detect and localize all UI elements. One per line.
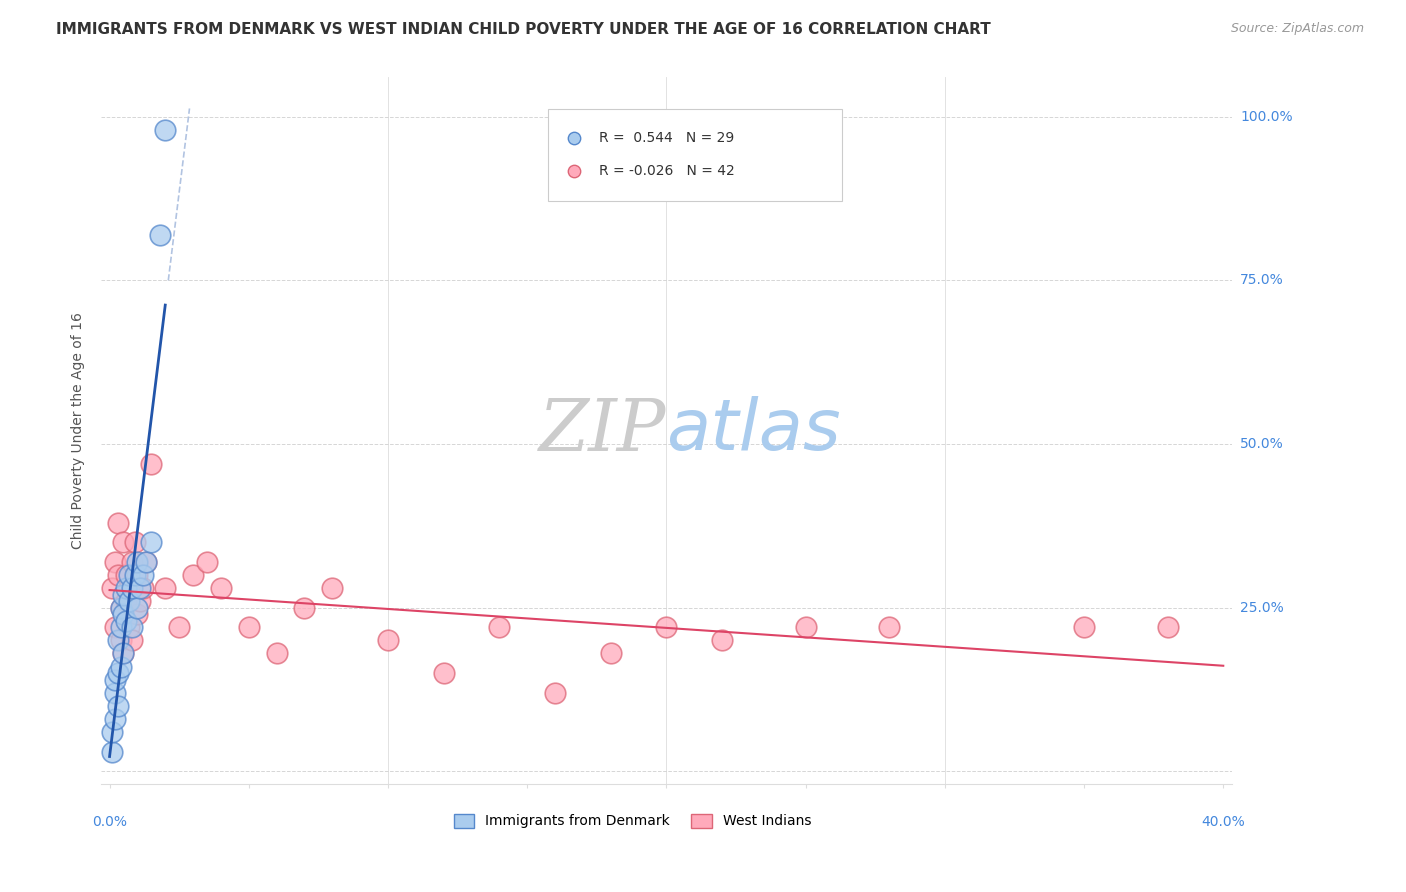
- Point: [112, 588, 135, 602]
- Point: [101, 581, 124, 595]
- Point: [107, 568, 129, 582]
- Point: [599, 647, 621, 661]
- Point: [112, 647, 135, 661]
- Point: [1263, 165, 1285, 179]
- Point: [118, 620, 141, 634]
- Text: IMMIGRANTS FROM DENMARK VS WEST INDIAN CHILD POVERTY UNDER THE AGE OF 16 CORRELA: IMMIGRANTS FROM DENMARK VS WEST INDIAN C…: [56, 22, 991, 37]
- Text: 40.0%: 40.0%: [1201, 815, 1246, 829]
- Point: [121, 555, 143, 569]
- Point: [132, 568, 155, 582]
- FancyBboxPatch shape: [548, 109, 842, 202]
- Point: [1263, 196, 1285, 211]
- Point: [110, 600, 132, 615]
- Point: [433, 666, 456, 681]
- Point: [488, 620, 510, 634]
- Point: [101, 725, 124, 739]
- Point: [266, 647, 288, 661]
- Point: [107, 698, 129, 713]
- Point: [115, 581, 138, 595]
- Point: [294, 600, 316, 615]
- Point: [121, 581, 143, 595]
- Point: [141, 535, 163, 549]
- Text: ZIP: ZIP: [538, 396, 666, 467]
- Point: [127, 600, 149, 615]
- Point: [377, 633, 399, 648]
- Point: [110, 620, 132, 634]
- Text: 0.0%: 0.0%: [91, 815, 127, 829]
- Point: [711, 633, 734, 648]
- Point: [107, 633, 129, 648]
- Point: [104, 686, 127, 700]
- Point: [124, 535, 146, 549]
- Point: [135, 555, 157, 569]
- Point: [155, 123, 177, 137]
- Point: [121, 633, 143, 648]
- Point: [115, 594, 138, 608]
- Text: 100.0%: 100.0%: [1240, 110, 1292, 124]
- Point: [167, 620, 190, 634]
- Point: [129, 594, 152, 608]
- Point: [107, 516, 129, 530]
- Text: atlas: atlas: [666, 396, 841, 466]
- Point: [110, 600, 132, 615]
- Point: [655, 620, 678, 634]
- Point: [112, 535, 135, 549]
- Point: [132, 581, 155, 595]
- Point: [110, 659, 132, 673]
- Text: 50.0%: 50.0%: [1240, 437, 1284, 451]
- Point: [321, 581, 343, 595]
- Point: [115, 568, 138, 582]
- Text: Source: ZipAtlas.com: Source: ZipAtlas.com: [1230, 22, 1364, 36]
- Point: [127, 568, 149, 582]
- Point: [127, 555, 149, 569]
- Text: R = -0.026   N = 42: R = -0.026 N = 42: [599, 164, 734, 178]
- Point: [124, 568, 146, 582]
- Point: [544, 686, 567, 700]
- Point: [104, 620, 127, 634]
- Point: [195, 555, 218, 569]
- Point: [118, 581, 141, 595]
- Point: [1073, 620, 1095, 634]
- Point: [238, 620, 260, 634]
- Point: [1156, 620, 1178, 634]
- Point: [121, 620, 143, 634]
- Point: [149, 227, 172, 242]
- Point: [877, 620, 900, 634]
- Point: [101, 745, 124, 759]
- Point: [141, 457, 163, 471]
- Text: 75.0%: 75.0%: [1240, 273, 1284, 287]
- Point: [107, 666, 129, 681]
- Point: [209, 581, 232, 595]
- Point: [118, 594, 141, 608]
- Point: [181, 568, 204, 582]
- Point: [794, 620, 817, 634]
- Point: [110, 633, 132, 648]
- Point: [104, 712, 127, 726]
- Point: [127, 607, 149, 622]
- Point: [104, 673, 127, 687]
- Y-axis label: Child Poverty Under the Age of 16: Child Poverty Under the Age of 16: [72, 312, 86, 549]
- Point: [135, 555, 157, 569]
- Text: R =  0.544   N = 29: R = 0.544 N = 29: [599, 130, 734, 145]
- Text: 25.0%: 25.0%: [1240, 600, 1284, 615]
- Point: [118, 568, 141, 582]
- Point: [112, 607, 135, 622]
- Legend: Immigrants from Denmark, West Indians: Immigrants from Denmark, West Indians: [449, 808, 817, 834]
- Point: [155, 581, 177, 595]
- Point: [112, 647, 135, 661]
- Point: [104, 555, 127, 569]
- Point: [129, 581, 152, 595]
- Point: [115, 614, 138, 628]
